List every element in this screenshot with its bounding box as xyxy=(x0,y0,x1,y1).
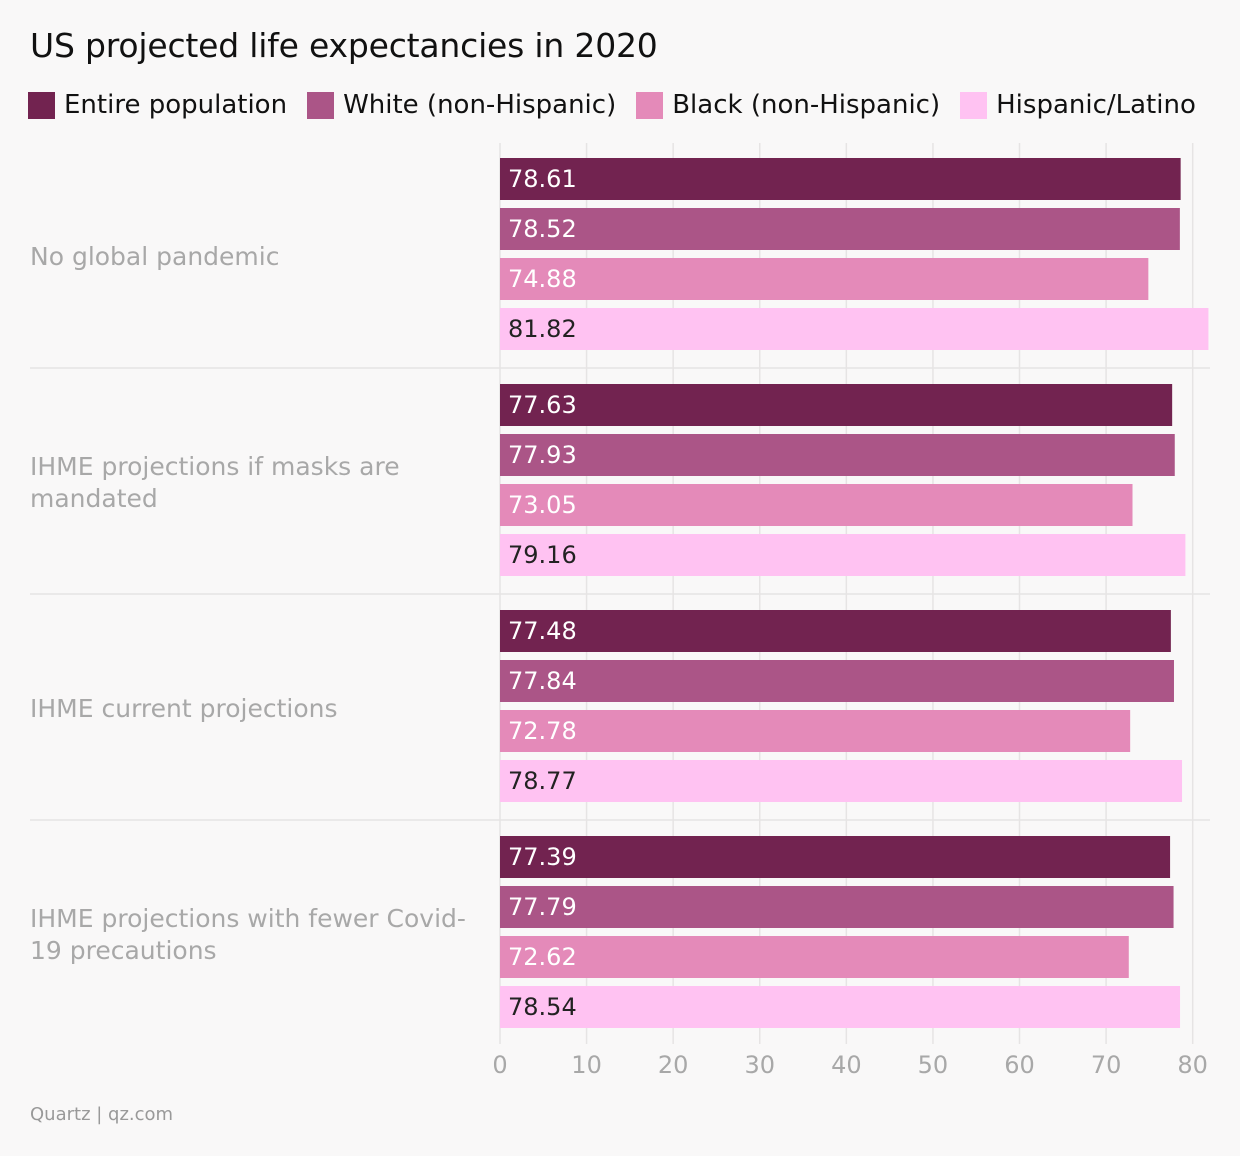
source-credit: Quartz | qz.com xyxy=(30,1104,174,1125)
bar-value-label: 77.79 xyxy=(508,893,577,921)
legend-swatch xyxy=(28,91,55,119)
legend-swatch xyxy=(960,91,988,119)
category-label: No global pandemic xyxy=(30,242,279,271)
bar-value-label: 72.62 xyxy=(508,943,577,971)
category-label-line: No global pandemic xyxy=(30,242,279,271)
bar xyxy=(500,760,1183,802)
bar xyxy=(500,710,1131,752)
bar-value-label: 77.39 xyxy=(508,843,577,871)
category-label: IHME projections with fewer Covid- 19 pre… xyxy=(30,904,466,965)
category-label-line: IHME current projections xyxy=(30,694,338,723)
x-tick-label: 70 xyxy=(1091,1051,1122,1079)
bar-value-label: 77.84 xyxy=(508,667,577,695)
legend-swatch xyxy=(307,91,335,119)
bar xyxy=(500,484,1133,526)
bar xyxy=(500,308,1209,350)
bar-value-label: 78.77 xyxy=(508,767,577,795)
bar xyxy=(500,208,1180,250)
legend-item-hispanic: Hispanic/Latino xyxy=(960,90,1196,120)
legend-label: White (non-Hispanic) xyxy=(343,90,617,120)
legend-item-entire-population: Entire population xyxy=(28,90,287,120)
bar xyxy=(500,384,1173,426)
bar-value-label: 74.88 xyxy=(508,265,577,293)
bar-value-label: 72.78 xyxy=(508,717,577,745)
bar-value-label: 81.82 xyxy=(508,315,577,343)
category-label: IHME projections if masks are mandated xyxy=(30,452,400,513)
bar-value-label: 78.52 xyxy=(508,215,577,243)
legend-item-white: White (non-Hispanic) xyxy=(307,90,616,120)
legend-label: Entire population xyxy=(64,90,288,120)
legend-label: Black (non-Hispanic) xyxy=(672,90,941,120)
bar-value-label: 77.93 xyxy=(508,441,577,469)
x-tick-label: 20 xyxy=(658,1051,689,1079)
bar xyxy=(500,660,1174,702)
bar xyxy=(500,158,1181,200)
category-label: IHME current projections xyxy=(30,694,338,723)
x-tick-label: 40 xyxy=(831,1051,862,1079)
bar xyxy=(500,534,1186,576)
bar xyxy=(500,936,1129,978)
bar-value-label: 77.48 xyxy=(508,617,577,645)
bar-value-label: 79.16 xyxy=(508,541,577,569)
legend-label: Hispanic/Latino xyxy=(996,90,1196,120)
bar-value-label: 73.05 xyxy=(508,491,577,519)
x-tick-label: 80 xyxy=(1177,1051,1208,1079)
legend-swatch xyxy=(636,91,664,119)
bar xyxy=(500,434,1175,476)
x-tick-label: 30 xyxy=(744,1051,775,1079)
category-label-line: mandated xyxy=(30,484,158,513)
x-tick-label: 10 xyxy=(571,1051,602,1079)
x-tick-label: 0 xyxy=(492,1051,507,1079)
chart-title: US projected life expectancies in 2020 xyxy=(30,26,658,65)
x-tick-label: 50 xyxy=(918,1051,949,1079)
category-label-line: 19 precautions xyxy=(30,936,217,965)
bar-value-label: 77.63 xyxy=(508,391,577,419)
category-label-line: IHME projections with fewer Covid- xyxy=(30,904,466,933)
bar xyxy=(500,886,1174,928)
category-label-line: IHME projections if masks are xyxy=(30,452,400,481)
bar xyxy=(500,836,1171,878)
bar xyxy=(500,610,1171,652)
bar xyxy=(500,986,1181,1028)
legend-item-black: Black (non-Hispanic) xyxy=(636,90,940,120)
bar-value-label: 78.61 xyxy=(508,165,577,193)
bar xyxy=(500,258,1149,300)
bar-value-label: 78.54 xyxy=(508,993,577,1021)
x-tick-label: 60 xyxy=(1004,1051,1035,1079)
legend: Entire population White (non-Hispanic) B… xyxy=(28,90,1216,120)
